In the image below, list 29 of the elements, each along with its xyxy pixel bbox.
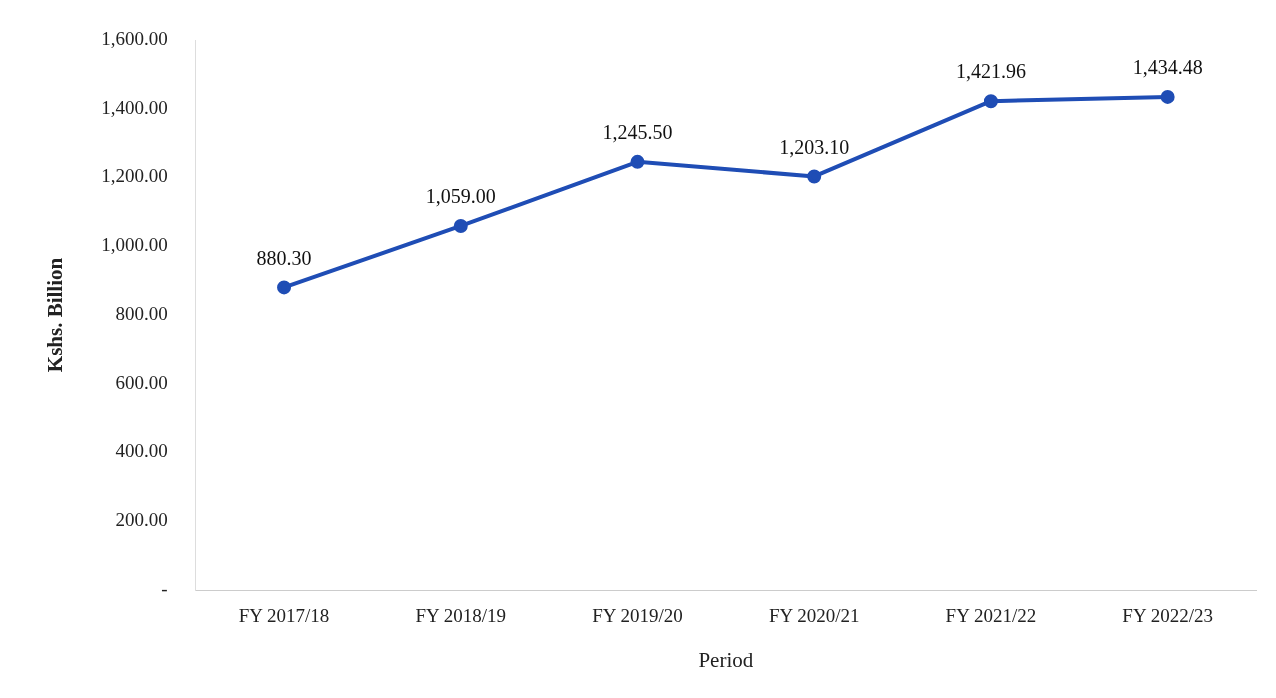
y-tick-label: 1,200.00 <box>101 165 168 187</box>
point <box>1160 89 1175 104</box>
y-tick-label: 1,600.00 <box>101 27 168 49</box>
point <box>630 154 645 169</box>
y-tick-label: 600.00 <box>115 371 168 393</box>
y-axis-title: Kshs. Billion <box>43 257 68 373</box>
x-axis-title: Period <box>698 647 754 672</box>
point <box>807 169 822 184</box>
y-tick-label: 200.00 <box>115 509 168 531</box>
data-label: 1,434.48 <box>1132 56 1203 79</box>
data-label: 1,203.10 <box>779 135 850 158</box>
y-tick-label: - <box>161 577 168 599</box>
x-tick-label: FY 2019/20 <box>592 605 683 627</box>
x-tick-label: FY 2020/21 <box>768 605 860 627</box>
point <box>453 218 468 233</box>
data-label: 880.30 <box>256 246 312 269</box>
data-label: 1,421.96 <box>955 60 1026 83</box>
data-label: 1,245.50 <box>602 121 673 144</box>
point <box>277 280 292 295</box>
data-label: 1,059.00 <box>425 185 496 208</box>
x-tick-label: FY 2021/22 <box>945 605 1037 627</box>
x-tick-label: FY 2022/23 <box>1122 605 1213 627</box>
x-tick-label: FY 2018/19 <box>415 605 507 627</box>
y-tick-label: 1,400.00 <box>101 96 168 118</box>
y-tick-label: 1,000.00 <box>101 234 168 256</box>
x-tick-label: FY 2017/18 <box>238 605 330 627</box>
y-tick-label: 800.00 <box>115 302 168 324</box>
y-tick-label: 400.00 <box>115 440 168 462</box>
point <box>983 94 998 109</box>
